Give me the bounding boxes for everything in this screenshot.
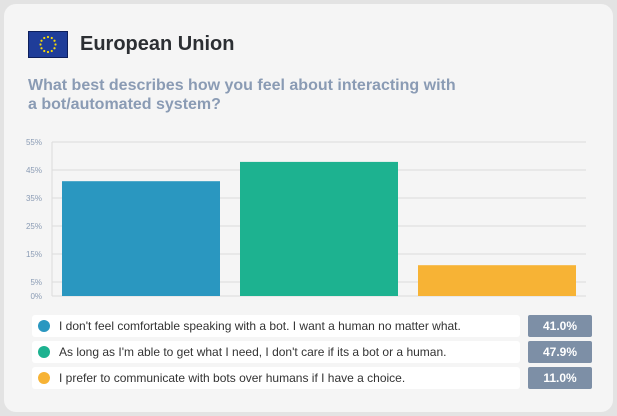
eu-flag-icon bbox=[28, 30, 68, 58]
flag-star bbox=[40, 39, 43, 42]
bar-chart: 0% 5% 15% 25% 35% 45% 55% bbox=[26, 138, 586, 301]
legend-value: 11.0% bbox=[528, 367, 592, 389]
flag-star bbox=[46, 50, 50, 53]
legend-value: 41.0% bbox=[528, 315, 592, 337]
legend-dot-icon bbox=[38, 372, 50, 384]
legend-row: I don't feel comfortable speaking with a… bbox=[32, 315, 592, 337]
legend-item: As long as I'm able to get what I need, … bbox=[32, 341, 520, 363]
bar-2 bbox=[240, 161, 398, 296]
bar-3 bbox=[418, 265, 576, 296]
y-tick-label: 5% bbox=[30, 278, 42, 287]
bar-1 bbox=[62, 181, 220, 296]
legend: I don't feel comfortable speaking with a… bbox=[32, 315, 592, 393]
y-tick-label: 55% bbox=[26, 138, 42, 147]
region-title: European Union bbox=[80, 32, 235, 55]
y-tick-label: 35% bbox=[26, 194, 42, 203]
flag-star bbox=[40, 46, 43, 49]
flag-star bbox=[53, 39, 56, 42]
legend-label: I prefer to communicate with bots over h… bbox=[59, 371, 406, 385]
y-tick-label: 0% bbox=[30, 292, 42, 301]
flag-star bbox=[46, 35, 50, 38]
legend-row: As long as I'm able to get what I need, … bbox=[32, 341, 592, 363]
flag-star bbox=[43, 36, 46, 39]
flag-star bbox=[54, 42, 57, 46]
legend-item: I prefer to communicate with bots over h… bbox=[32, 367, 520, 389]
flag-star bbox=[43, 49, 46, 52]
flag-star bbox=[39, 42, 42, 46]
header: European Union bbox=[28, 28, 234, 60]
legend-dot-icon bbox=[38, 320, 50, 332]
y-tick-label: 45% bbox=[26, 166, 42, 175]
chart-card: European Union What best describes how y… bbox=[4, 4, 613, 412]
legend-row: I prefer to communicate with bots over h… bbox=[32, 367, 592, 389]
legend-item: I don't feel comfortable speaking with a… bbox=[32, 315, 520, 337]
y-tick-label: 15% bbox=[26, 250, 42, 259]
question-title: What best describes how you feel about i… bbox=[28, 77, 456, 113]
legend-label: I don't feel comfortable speaking with a… bbox=[59, 319, 461, 333]
flag-star bbox=[53, 46, 56, 49]
flag-star bbox=[50, 36, 53, 39]
legend-label: As long as I'm able to get what I need, … bbox=[59, 345, 447, 359]
flag-star bbox=[50, 49, 53, 52]
legend-value: 47.9% bbox=[528, 341, 592, 363]
legend-dot-icon bbox=[38, 346, 50, 358]
y-tick-label: 25% bbox=[26, 222, 42, 231]
